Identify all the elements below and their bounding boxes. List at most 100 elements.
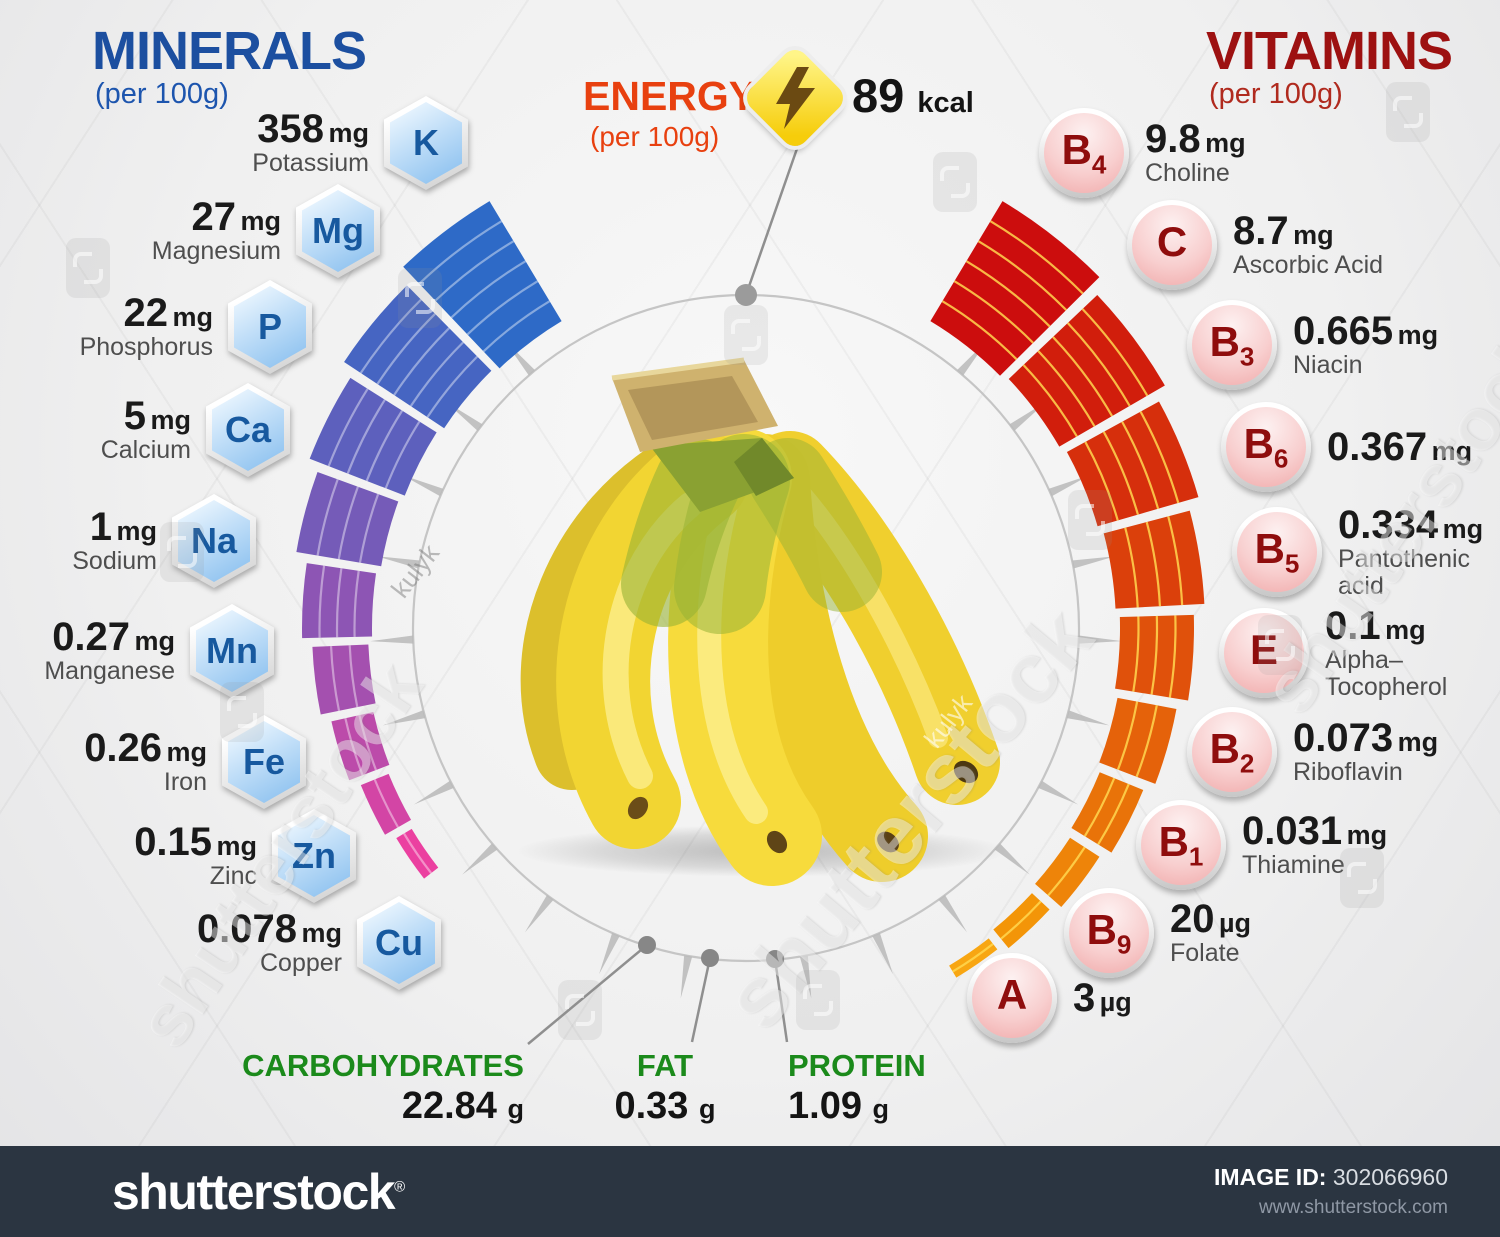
mineral-name: Manganese bbox=[44, 657, 175, 686]
macro-fat: FAT 0.33 g bbox=[535, 1048, 795, 1129]
macro-label: CARBOHYDRATES bbox=[242, 1048, 524, 1083]
macro-value: 0.33 g bbox=[614, 1084, 716, 1127]
vitamin-symbol-badge: B1 bbox=[1136, 800, 1226, 890]
vitamin-symbol-badge: B3 bbox=[1187, 300, 1277, 390]
vitamin-value: 20 µg bbox=[1170, 897, 1252, 942]
vitamin-value: 0.031 mg bbox=[1242, 809, 1388, 854]
energy-icon-wrap bbox=[741, 44, 849, 152]
vitamin-value: 0.367 mg bbox=[1327, 425, 1473, 469]
image-id: IMAGE ID: 302066960 bbox=[1214, 1164, 1448, 1190]
vitamin-symbol-badge: B5 bbox=[1232, 507, 1322, 597]
mineral-item-k: 358 mg Potassium K bbox=[252, 95, 468, 191]
mineral-symbol-badge: K bbox=[384, 96, 468, 190]
arc-segment-b2 bbox=[1071, 772, 1144, 853]
mineral-symbol-badge: Cu bbox=[357, 896, 441, 990]
macro-label: FAT bbox=[636, 1048, 694, 1083]
arc-segment-b4 bbox=[930, 201, 1100, 376]
vitamin-name: Alpha–Tocopherol bbox=[1325, 645, 1448, 701]
vitamin-value: 0.073 mg bbox=[1293, 716, 1439, 761]
vitamin-name: Pantothenic acid bbox=[1338, 544, 1471, 600]
vitamin-symbol-badge: B9 bbox=[1064, 888, 1154, 978]
gauge-arcs-and-ticks bbox=[296, 139, 1205, 1045]
mineral-symbol-badge: Zn bbox=[272, 809, 356, 903]
arc-segment-b3 bbox=[1066, 401, 1199, 527]
mineral-symbol-badge: Mg bbox=[296, 184, 380, 278]
arc-segment-mn bbox=[312, 644, 376, 715]
mineral-item-mg: 27 mg Magnesium Mg bbox=[152, 183, 380, 279]
arc-segment-k bbox=[403, 201, 562, 369]
vitamin-item-a: A 3 µg bbox=[967, 950, 1132, 1046]
mineral-symbol-badge: P bbox=[228, 280, 312, 374]
vitamin-symbol-badge: C bbox=[1127, 200, 1217, 290]
arc-segment-e bbox=[1099, 697, 1177, 784]
vitamin-symbol-badge: A bbox=[967, 953, 1057, 1043]
mineral-name: Potassium bbox=[252, 149, 369, 178]
macro-carbohydrates: CARBOHYDRATES 22.84 g bbox=[242, 1048, 524, 1129]
minerals-subtitle: (per 100g) bbox=[95, 78, 229, 110]
vitamin-item-b3: B3 0.665 mg Niacin bbox=[1187, 297, 1438, 393]
mineral-value: 1 mg bbox=[89, 505, 157, 550]
vitamin-item-e: E 0.1 mg Alpha–Tocopherol bbox=[1219, 605, 1500, 701]
macro-value: 22.84 g bbox=[401, 1084, 524, 1127]
energy-label: ENERGY bbox=[583, 73, 757, 119]
vitamin-name: Choline bbox=[1145, 159, 1230, 188]
vitamin-symbol-badge: B2 bbox=[1187, 707, 1277, 797]
mineral-name: Zinc bbox=[209, 862, 257, 891]
vitamin-value: 0.1 mg bbox=[1325, 603, 1426, 648]
mineral-item-cu: 0.078 mg Copper Cu bbox=[197, 895, 441, 991]
arc-segment-c bbox=[1008, 295, 1165, 447]
energy-subtitle: (per 100g) bbox=[590, 121, 720, 152]
mineral-name: Calcium bbox=[100, 436, 191, 465]
mineral-name: Copper bbox=[260, 949, 342, 978]
vitamin-name: Riboflavin bbox=[1293, 758, 1403, 787]
macro-protein: PROTEIN 1.09 g bbox=[788, 1048, 926, 1129]
vitamin-value: 0.665 mg bbox=[1293, 309, 1439, 354]
vitamin-item-b6: B6 0.367 mg bbox=[1221, 399, 1472, 495]
vitamin-value: 8.7 mg bbox=[1233, 209, 1334, 254]
arc-segment-na bbox=[302, 563, 377, 639]
macro-value: 1.09 g bbox=[788, 1084, 890, 1127]
arc-segment-mg bbox=[344, 285, 492, 429]
vitamin-item-b9: B9 20 µg Folate bbox=[1064, 885, 1251, 981]
vitamin-name: Thiamine bbox=[1242, 851, 1345, 880]
vitamins-title: VITAMINS bbox=[1206, 21, 1453, 81]
energy-value: 89 kcal bbox=[852, 69, 974, 122]
shutterstock-logo: shutterstock® bbox=[112, 1163, 405, 1220]
mineral-item-na: 1 mg Sodium Na bbox=[72, 493, 256, 589]
shutterstock-footer-bar: shutterstock® IMAGE ID: 302066960 www.sh… bbox=[0, 1146, 1500, 1237]
vitamin-item-b1: B1 0.031 mg Thiamine bbox=[1136, 797, 1387, 893]
mineral-value: 27 mg bbox=[191, 195, 281, 240]
mineral-value: 0.26 mg bbox=[84, 726, 207, 771]
vitamin-value: 0.334 mg bbox=[1338, 502, 1484, 547]
mineral-symbol-badge: Mn bbox=[190, 604, 274, 698]
footer-url: www.shutterstock.com bbox=[1259, 1197, 1448, 1218]
vitamin-name: Niacin bbox=[1293, 351, 1363, 380]
vitamin-item-b4: B4 9.8 mg Choline bbox=[1039, 105, 1246, 201]
mineral-value: 0.27 mg bbox=[52, 615, 175, 660]
mineral-value: 22 mg bbox=[123, 291, 213, 336]
mineral-symbol-badge: Fe bbox=[222, 715, 306, 809]
vitamin-name: Ascorbic Acid bbox=[1233, 251, 1384, 280]
footer-info: IMAGE ID: 302066960 www.shutterstock.com bbox=[1214, 1164, 1448, 1219]
banana-illustration bbox=[498, 357, 1008, 886]
arc-segment-cu bbox=[396, 828, 439, 879]
macro-label: PROTEIN bbox=[788, 1048, 926, 1083]
mineral-item-p: 22 mg Phosphorus P bbox=[80, 279, 312, 375]
vitamin-value: 9.8 mg bbox=[1145, 117, 1246, 162]
mineral-value: 358 mg bbox=[257, 107, 369, 152]
mineral-name: Phosphorus bbox=[79, 333, 213, 362]
minerals-title: MINERALS bbox=[92, 21, 367, 81]
mineral-value: 0.078 mg bbox=[196, 907, 342, 952]
mineral-symbol-badge: Na bbox=[172, 494, 256, 588]
mineral-symbol-badge: Ca bbox=[206, 383, 290, 477]
mineral-value: 0.15 mg bbox=[134, 820, 257, 865]
mineral-name: Sodium bbox=[72, 547, 157, 576]
vitamins-subtitle: (per 100g) bbox=[1209, 78, 1343, 110]
vitamin-value: 3 µg bbox=[1073, 976, 1132, 1020]
arc-segment-fe bbox=[331, 711, 390, 781]
vitamin-item-b2: B2 0.073 mg Riboflavin bbox=[1187, 704, 1438, 800]
arc-segment-zn bbox=[360, 773, 412, 835]
arc-segment-ca bbox=[296, 472, 399, 567]
